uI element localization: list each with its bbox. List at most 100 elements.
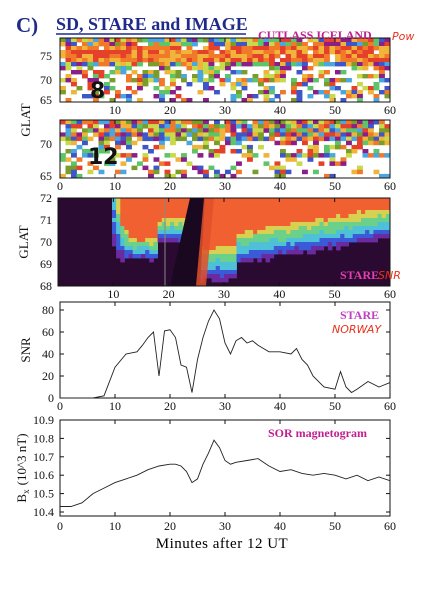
- heatmap-cell: [71, 153, 77, 158]
- heatmap-cell: [269, 210, 275, 215]
- heatmap-cell: [219, 124, 226, 129]
- heatmap-cell: [153, 230, 158, 235]
- heatmap-cell: [247, 62, 253, 67]
- heatmap-cell: [215, 262, 221, 267]
- heatmap-cell: [327, 222, 333, 227]
- heatmap-cell: [261, 242, 266, 247]
- heatmap-cell: [357, 66, 363, 71]
- heatmap-cell: [247, 54, 253, 59]
- heatmap-cell: [294, 250, 300, 255]
- heatmap-cell: [228, 258, 233, 263]
- heatmap-cell: [170, 206, 175, 211]
- heatmap-cell: [351, 132, 358, 137]
- heatmap-cell: [175, 54, 182, 59]
- heatmap-cell: [186, 58, 193, 63]
- heatmap-cell: [269, 222, 275, 227]
- heatmap-cell: [248, 230, 254, 235]
- heatmap-cell: [159, 140, 165, 146]
- heatmap-cell: [269, 86, 275, 91]
- heatmap-cell: [175, 74, 182, 79]
- heatmap-cell: [109, 136, 116, 142]
- heatmap-cell: [82, 54, 88, 59]
- heatmap-cell: [357, 74, 363, 79]
- series-line: [60, 309, 391, 399]
- heatmap-cell: [263, 46, 270, 51]
- heatmap-cell: [170, 38, 176, 43]
- heatmap-cell: [71, 82, 77, 87]
- heatmap-cell: [112, 214, 117, 219]
- heatmap-cell: [294, 226, 300, 231]
- heatmap-cell: [148, 78, 154, 83]
- heatmap-cell: [291, 62, 297, 67]
- heatmap-cell: [228, 242, 233, 247]
- heatmap-cell: [225, 42, 231, 47]
- heatmap-cell: [253, 218, 258, 223]
- heatmap-cell: [186, 50, 193, 55]
- heatmap-cell: [379, 132, 385, 137]
- heatmap-cell: [319, 202, 325, 207]
- heatmap-cell: [175, 157, 182, 162]
- cutlass-beam12-ytick: 65: [40, 169, 52, 183]
- heatmap-cell: [120, 238, 125, 243]
- heatmap-cell: [128, 198, 134, 203]
- heatmap-cell: [145, 202, 150, 207]
- heatmap-cell: [252, 42, 259, 47]
- heatmap-cell: [318, 54, 325, 59]
- heatmap-cell: [379, 50, 385, 55]
- heatmap-cell: [76, 86, 83, 91]
- heatmap-cell: [145, 234, 150, 239]
- heatmap-cell: [273, 202, 279, 207]
- heatmap-cell: [170, 82, 176, 87]
- heatmap-cell: [257, 258, 262, 263]
- heatmap-cell: [211, 226, 217, 231]
- heatmap-cell: [252, 46, 259, 51]
- heatmap-cell: [278, 210, 283, 215]
- heatmap-cell: [142, 54, 149, 59]
- heatmap-cell: [161, 238, 167, 243]
- heatmap-cell: [296, 82, 303, 87]
- heatmap-cell: [263, 94, 270, 99]
- heatmap-cell: [132, 206, 138, 211]
- heatmap-cell: [236, 94, 242, 99]
- heatmap-cell: [302, 128, 308, 133]
- heatmap-cell: [87, 128, 94, 133]
- heatmap-cell: [115, 58, 121, 63]
- heatmap-cell: [335, 62, 341, 67]
- heatmap-cell: [280, 165, 286, 171]
- heatmap-cell: [315, 226, 320, 231]
- heatmap-cell: [157, 234, 163, 239]
- heatmap-cell: [298, 230, 304, 235]
- heatmap-cell: [164, 66, 171, 71]
- heatmap-cell: [373, 214, 378, 219]
- heatmap-cell: [93, 58, 99, 63]
- heatmap-cell: [116, 214, 121, 219]
- heatmap-cell: [170, 46, 176, 51]
- heatmap-cell: [263, 54, 270, 59]
- heatmap-cell: [274, 78, 281, 83]
- heatmap-cell: [124, 202, 129, 207]
- heatmap-cell: [361, 230, 366, 235]
- heatmap-cell: [174, 230, 179, 235]
- heatmap-cell: [253, 234, 258, 239]
- heatmap-cell: [224, 210, 229, 215]
- heatmap-cell: [149, 238, 154, 243]
- cutlass-beam8-ytick: 70: [40, 73, 52, 87]
- x-axis-title: Minutes after 12 UT: [156, 536, 288, 552]
- heatmap-cell: [313, 132, 319, 137]
- heatmap-cell: [311, 250, 316, 255]
- heatmap-cell: [346, 46, 352, 51]
- heatmap-cell: [377, 206, 383, 211]
- heatmap-cell: [329, 128, 336, 133]
- heatmap-cell: [232, 230, 237, 235]
- heatmap-cell: [120, 94, 127, 99]
- heatmap-cell: [252, 62, 259, 67]
- heatmap-cell: [224, 238, 229, 243]
- heatmap-cell: [291, 46, 297, 51]
- heatmap-cell: [165, 238, 171, 243]
- heatmap-cell: [153, 144, 160, 150]
- heatmap-cell: [157, 222, 163, 227]
- heatmap-cell: [157, 210, 163, 215]
- heatmap-cell: [224, 254, 229, 259]
- heatmap-cell: [346, 94, 352, 99]
- heatmap-cell: [290, 210, 295, 215]
